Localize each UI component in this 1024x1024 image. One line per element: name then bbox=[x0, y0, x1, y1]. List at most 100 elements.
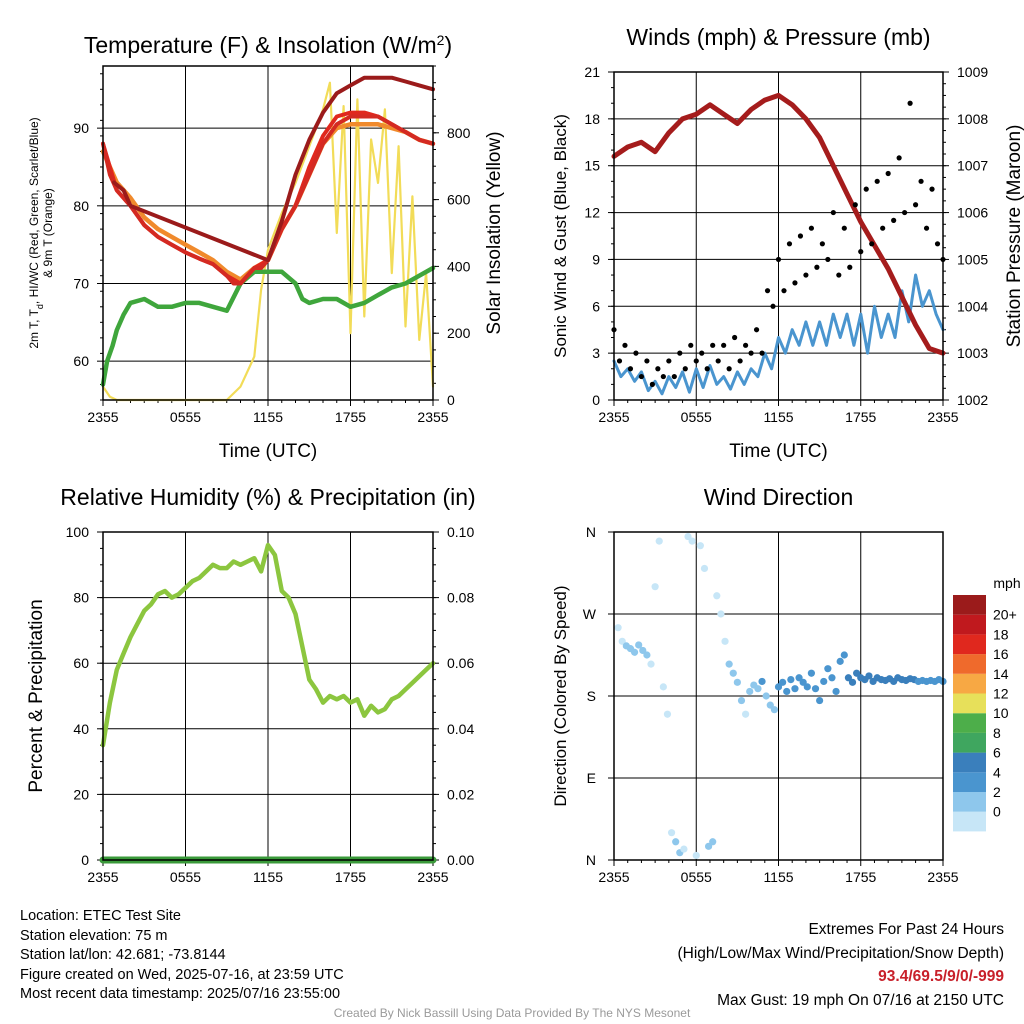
gust-point bbox=[732, 334, 738, 341]
y-tick-label: 15 bbox=[584, 158, 600, 174]
y2-tick-label: 0.10 bbox=[447, 524, 474, 540]
direction-point bbox=[770, 706, 778, 714]
gust-point bbox=[797, 233, 804, 239]
gust-point bbox=[775, 256, 782, 263]
chart-title: Relative Humidity (%) & Precipitation (i… bbox=[60, 484, 475, 510]
legend-swatch bbox=[953, 693, 986, 714]
direction-point bbox=[836, 657, 844, 665]
direction-point bbox=[820, 677, 828, 686]
legend-swatch bbox=[953, 634, 986, 655]
station-elevation: Station elevation: 75 m bbox=[20, 927, 168, 944]
y-tick-label: 40 bbox=[73, 721, 89, 737]
direction-point bbox=[692, 851, 700, 860]
speed-legend: mph 0 2 4 6 8 10 12 14 16 18 20+ bbox=[953, 575, 1021, 832]
gust-point bbox=[633, 350, 639, 356]
gust-point bbox=[863, 186, 869, 192]
gust-point bbox=[726, 366, 732, 372]
y2-tick-label: 0 bbox=[447, 392, 455, 408]
gust-point bbox=[627, 366, 634, 372]
y2-tick-label: 0.08 bbox=[447, 590, 474, 606]
gust-point bbox=[622, 342, 628, 348]
gust-point bbox=[748, 350, 754, 356]
direction-point bbox=[721, 637, 729, 645]
direction-point bbox=[737, 696, 746, 705]
direction-point bbox=[733, 678, 741, 686]
plot-frame bbox=[102, 65, 434, 401]
station-location: Location: ETEC Test Site bbox=[20, 908, 181, 924]
y-tick-label: 9 bbox=[592, 251, 600, 267]
y-axis-label: Percent & Precipitation bbox=[26, 599, 47, 792]
chart-panel-2: 2355 0555 1155 1755 2355 Winds (mph) & Pressu… bbox=[551, 24, 1024, 462]
gust-point bbox=[743, 342, 749, 348]
legend-label: 16 bbox=[993, 646, 1009, 662]
direction-point bbox=[614, 624, 622, 632]
legend-swatch bbox=[953, 595, 986, 615]
gust-point bbox=[671, 373, 677, 380]
gust-point bbox=[841, 225, 847, 231]
gust-point bbox=[616, 358, 623, 364]
chart-panel-3: 2355 0555 1155 1755 2355 Relative Humidity (%… bbox=[26, 484, 476, 885]
x-tick-label: 0555 bbox=[170, 409, 201, 425]
direction-point bbox=[667, 829, 676, 837]
direction-point bbox=[672, 838, 680, 846]
y2-tick-label: 600 bbox=[447, 192, 471, 208]
gust-point bbox=[655, 366, 661, 372]
gust-point bbox=[902, 209, 908, 216]
gust-point bbox=[819, 241, 825, 247]
direction-point bbox=[647, 660, 655, 668]
gust-point bbox=[753, 327, 760, 333]
direction-point bbox=[865, 672, 873, 680]
legend-label: 12 bbox=[993, 686, 1009, 702]
y-tick-label: S bbox=[587, 688, 596, 704]
direction-point bbox=[754, 685, 762, 693]
wind-speed-line bbox=[612, 273, 945, 396]
plot-frame bbox=[102, 531, 434, 861]
y2-tick-label: 0.00 bbox=[447, 852, 474, 868]
legend-swatch bbox=[953, 772, 986, 792]
direction-point bbox=[848, 678, 857, 686]
direction-point bbox=[762, 692, 770, 700]
recent-timestamp: Most recent data timestamp: 2025/07/16 2… bbox=[20, 986, 341, 1002]
plot-frame bbox=[613, 71, 944, 401]
direction-point bbox=[663, 710, 672, 718]
y2-tick-label: 0.06 bbox=[447, 655, 474, 671]
gust-point bbox=[677, 350, 683, 356]
y-tick-label: 100 bbox=[66, 524, 90, 540]
direction-point bbox=[791, 685, 799, 693]
y2-tick-label: 1004 bbox=[957, 298, 988, 314]
extremes-title: Extremes For Past 24 Hours bbox=[808, 921, 1004, 938]
y-axis-label: Sonic Wind & Gust (Blue, Black) bbox=[551, 114, 570, 358]
direction-point bbox=[828, 674, 836, 682]
y2-tick-label: 1002 bbox=[957, 392, 988, 408]
x-tick-label: 1155 bbox=[763, 869, 793, 885]
chart-panel-1: 2355 0555 1155 1755 2355 Temperature (F) & In… bbox=[27, 32, 505, 462]
x-tick-label: 2355 bbox=[927, 409, 958, 425]
x-tick-label: 1755 bbox=[335, 409, 366, 425]
station-latlon: Station lat/lon: 42.681; -73.8144 bbox=[20, 947, 226, 963]
y-tick-label: 80 bbox=[73, 590, 89, 606]
pressure-line bbox=[611, 92, 946, 356]
gust-point bbox=[721, 342, 727, 348]
direction-point bbox=[709, 838, 717, 846]
gust-point bbox=[814, 264, 820, 270]
y2-tick-label: 1006 bbox=[957, 205, 988, 221]
legend-label: 6 bbox=[993, 745, 1001, 761]
direction-point bbox=[783, 687, 791, 696]
y-tick-label: 60 bbox=[73, 655, 89, 671]
direction-point bbox=[779, 678, 787, 686]
gust-point bbox=[682, 366, 688, 372]
direction-point bbox=[635, 641, 643, 649]
legend-swatch bbox=[953, 673, 986, 694]
x-tick-label: 2355 bbox=[87, 869, 118, 885]
legend-label: 4 bbox=[993, 764, 1001, 780]
x-tick-label: 0555 bbox=[681, 869, 712, 885]
y-tick-label: E bbox=[587, 770, 596, 786]
max-gust: Max Gust: 19 mph On 07/16 at 2150 UTC bbox=[717, 991, 1004, 1009]
y-axis-label: Direction (Colored By Speed) bbox=[551, 585, 570, 806]
gust-point bbox=[852, 202, 858, 208]
legend-swatch bbox=[953, 614, 986, 635]
x-tick-label: 1755 bbox=[335, 869, 366, 885]
x-tick-label: 1155 bbox=[253, 409, 283, 425]
y-tick-label: 90 bbox=[73, 120, 89, 136]
extremes-legend: (High/Low/Max Wind/Precipitation/Snow De… bbox=[677, 944, 1005, 962]
